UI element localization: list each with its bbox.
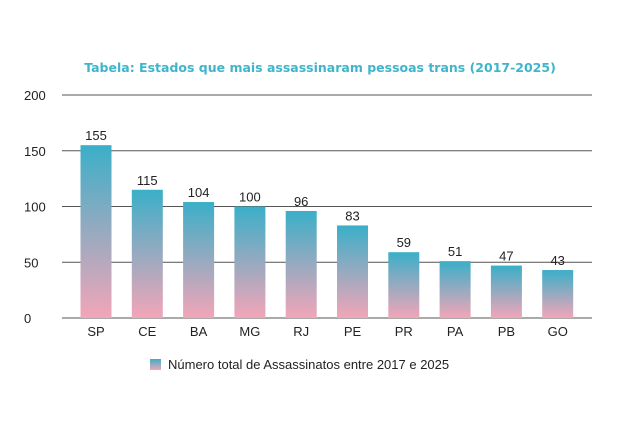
data-label: 47 — [499, 249, 513, 264]
bar-BA — [183, 202, 215, 318]
legend: Número total de Assassinatos entre 2017 … — [150, 357, 449, 372]
x-tick-label: PA — [447, 324, 464, 339]
data-label: 115 — [137, 173, 158, 188]
data-label: 100 — [239, 190, 261, 205]
data-label: 51 — [448, 244, 462, 259]
data-label: 104 — [188, 185, 210, 200]
x-tick-label: SP — [87, 324, 104, 339]
x-tick-label: PE — [344, 324, 362, 339]
y-tick-label: 0 — [24, 311, 31, 326]
data-label: 155 — [85, 128, 107, 143]
bar-CE — [131, 189, 163, 318]
bar-SP — [80, 145, 112, 318]
legend-swatch — [150, 359, 161, 370]
y-tick-label: 150 — [24, 144, 46, 159]
y-tick-label: 200 — [24, 88, 46, 103]
y-tick-label: 100 — [24, 200, 46, 215]
y-tick-label: 50 — [24, 255, 38, 270]
x-tick-label: PR — [395, 324, 413, 339]
chart-title: Tabela: Estados que mais assassinaram pe… — [84, 60, 556, 75]
x-tick-label: RJ — [293, 324, 309, 339]
x-tick-label: BA — [190, 324, 208, 339]
bar-RJ — [285, 210, 317, 318]
x-tick-label: GO — [548, 324, 568, 339]
legend-label: Número total de Assassinatos entre 2017 … — [168, 357, 450, 372]
bar-PB — [490, 265, 522, 318]
bar-GO — [542, 270, 574, 318]
x-tick-label: MG — [239, 324, 260, 339]
data-label: 43 — [550, 253, 564, 268]
data-label: 96 — [294, 194, 308, 209]
bar-PR — [388, 252, 420, 318]
bar-PA — [439, 261, 471, 318]
data-label: 59 — [397, 235, 411, 250]
x-tick-label: PB — [498, 324, 515, 339]
x-tick-label: CE — [138, 324, 156, 339]
bar-PE — [337, 225, 368, 318]
data-label: 83 — [345, 208, 359, 223]
bar-MG — [234, 206, 266, 318]
